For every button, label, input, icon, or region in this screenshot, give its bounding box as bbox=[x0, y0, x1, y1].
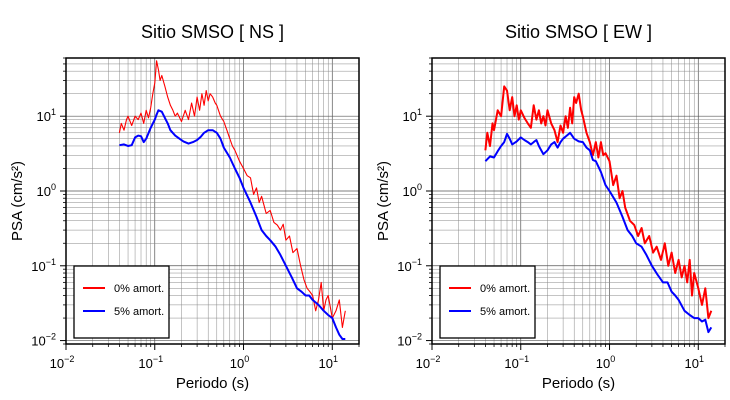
x-axis-ticks: 10−2 10−1 100 101 bbox=[416, 344, 726, 371]
series-group bbox=[118, 60, 346, 340]
legend-box bbox=[439, 265, 536, 339]
x-tick-exponent: 0 bbox=[610, 354, 615, 364]
y-tick-exponent: −2 bbox=[412, 332, 422, 342]
y-tick-exponent: −2 bbox=[46, 332, 56, 342]
y-tick-exponent: −1 bbox=[412, 257, 422, 267]
x-axis-label: Periodo (s) bbox=[176, 375, 249, 392]
plot-frame bbox=[65, 57, 360, 345]
legend: 0% amort. 5% amort. bbox=[73, 265, 170, 339]
x-tick-label: 101 bbox=[319, 354, 338, 371]
y-tick-label: 10−2 bbox=[397, 332, 422, 349]
x-tick-label: 10−2 bbox=[416, 354, 441, 371]
plot-frame bbox=[431, 57, 726, 345]
y-tick-label: 10−1 bbox=[31, 257, 56, 274]
y-tick-label: 101 bbox=[37, 107, 56, 124]
x-axis-label: Periodo (s) bbox=[542, 375, 615, 392]
legend-box bbox=[73, 265, 170, 339]
x-axis-ticks: 10−2 10−1 100 101 bbox=[50, 344, 360, 371]
x-tick-exponent: −2 bbox=[64, 354, 74, 364]
y-tick-exponent: 0 bbox=[51, 182, 56, 192]
x-tick-exponent: 0 bbox=[244, 354, 249, 364]
chart-title: Sitio SMSO [ NS ] bbox=[141, 22, 284, 42]
x-tick-label: 100 bbox=[230, 354, 249, 371]
y-tick-label: 100 bbox=[37, 182, 56, 199]
y-axis-label: PSA (cm/s²) bbox=[375, 161, 392, 241]
y-axis-label: PSA (cm/s²) bbox=[9, 161, 26, 241]
series-group bbox=[484, 85, 713, 334]
x-tick-exponent: −2 bbox=[430, 354, 440, 364]
y-tick-label: 101 bbox=[403, 107, 422, 124]
x-tick-exponent: −1 bbox=[153, 354, 163, 364]
legend-label-zero-damping: 0% amort. bbox=[114, 283, 164, 295]
y-tick-exponent: 0 bbox=[417, 182, 422, 192]
legend: 0% amort. 5% amort. bbox=[439, 265, 536, 339]
x-tick-label: 10−2 bbox=[50, 354, 75, 371]
x-tick-exponent: −1 bbox=[519, 354, 529, 364]
x-tick-label: 10−1 bbox=[138, 354, 163, 371]
x-tick-exponent: 1 bbox=[699, 354, 704, 364]
legend-label-five-damping: 5% amort. bbox=[480, 306, 530, 318]
y-tick-label: 10−1 bbox=[397, 257, 422, 274]
x-tick-label: 10−1 bbox=[504, 354, 529, 371]
series-line-five-damping bbox=[119, 109, 346, 340]
x-tick-exponent: 1 bbox=[333, 354, 338, 364]
series-line-zero-damping bbox=[118, 60, 346, 328]
y-tick-label: 100 bbox=[403, 182, 422, 199]
y-tick-exponent: −1 bbox=[46, 257, 56, 267]
x-tick-label: 101 bbox=[685, 354, 704, 371]
x-tick-label: 100 bbox=[596, 354, 615, 371]
legend-label-five-damping: 5% amort. bbox=[114, 306, 164, 318]
chart-title: Sitio SMSO [ EW ] bbox=[505, 22, 652, 42]
legend-label-zero-damping: 0% amort. bbox=[480, 283, 530, 295]
y-tick-label: 10−2 bbox=[31, 332, 56, 349]
y-tick-exponent: 1 bbox=[417, 107, 422, 117]
series-line-zero-damping bbox=[484, 85, 713, 320]
y-tick-exponent: 1 bbox=[51, 107, 56, 117]
series-line-five-damping bbox=[484, 131, 713, 334]
